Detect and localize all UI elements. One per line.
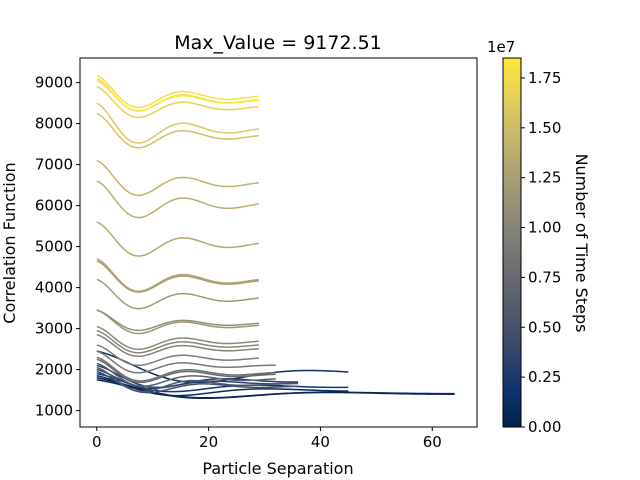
colorbar-tick-label: 1.00 — [528, 219, 561, 237]
series-layer — [96, 74, 455, 400]
series-line-14 — [96, 334, 259, 357]
series-line-30 — [96, 79, 259, 112]
series-line-28 — [96, 77, 260, 112]
y-tick-label: 6000 — [35, 197, 73, 215]
y-tick-label: 5000 — [35, 238, 73, 256]
chart-title: Max_Value = 9172.51 — [174, 32, 382, 54]
series-line-16 — [96, 325, 259, 351]
colorbar-tick-label: 0.50 — [528, 318, 561, 336]
series-line-25 — [96, 112, 260, 149]
y-axis: 1000 2000 3000 4000 5000 6000 7000 8000 9000 — [35, 74, 80, 420]
y-tick-label: 1000 — [35, 402, 73, 420]
series-line-18 — [96, 309, 259, 335]
x-tick-label: 20 — [199, 433, 218, 451]
series-line-10 — [96, 358, 276, 384]
colorbar-tick-label: 1.50 — [528, 119, 561, 137]
y-tick-label: 3000 — [35, 320, 73, 338]
colorbar-tick-label: 1.75 — [528, 69, 561, 87]
series-line-24 — [96, 159, 260, 197]
series-line-23 — [96, 180, 260, 219]
colorbar-label: Number of Time Steps — [572, 154, 591, 333]
y-axis-label: Correlation Function — [0, 162, 19, 323]
series-line-9 — [96, 362, 276, 387]
series-line-11 — [96, 356, 276, 382]
series-line-13 — [96, 344, 259, 367]
series-line-22 — [96, 221, 260, 257]
x-tick-label: 40 — [311, 433, 330, 451]
series-line-27 — [96, 86, 259, 119]
colorbar-offset-label: 1e7 — [487, 38, 515, 56]
colorbar-tick-label: 0.25 — [528, 368, 561, 386]
x-tick-label: 0 — [92, 433, 102, 451]
y-tick-label: 7000 — [35, 156, 73, 174]
series-line-8 — [96, 366, 299, 393]
series-line-2 — [96, 375, 349, 397]
plot-frame — [79, 57, 478, 428]
series-line-26 — [96, 102, 260, 144]
series-line-20 — [96, 260, 260, 293]
series-line-21 — [96, 258, 260, 293]
y-tick-label: 8000 — [35, 115, 73, 133]
colorbar-axis: 0.00 0.25 0.50 0.75 1.00 1.25 1.50 1.75 — [521, 69, 561, 436]
colorbar-tick-label: 0.00 — [528, 418, 561, 436]
series-line-12 — [96, 350, 276, 374]
colorbar-tick-label: 1.25 — [528, 169, 561, 187]
y-tick-label: 2000 — [35, 361, 73, 379]
series-line-3 — [96, 350, 349, 384]
colorbar-tick-label: 0.75 — [528, 268, 561, 286]
y-tick-label: 4000 — [35, 279, 73, 297]
y-tick-label: 9000 — [35, 74, 73, 92]
series-line-19 — [96, 278, 260, 310]
x-tick-label: 60 — [423, 433, 442, 451]
series-line-15 — [96, 329, 259, 354]
series-line-17 — [96, 309, 259, 332]
colorbar — [502, 57, 522, 428]
series-line-29 — [96, 74, 260, 109]
x-axis: 0 20 40 60 — [92, 427, 442, 451]
x-axis-label: Particle Separation — [202, 459, 353, 478]
